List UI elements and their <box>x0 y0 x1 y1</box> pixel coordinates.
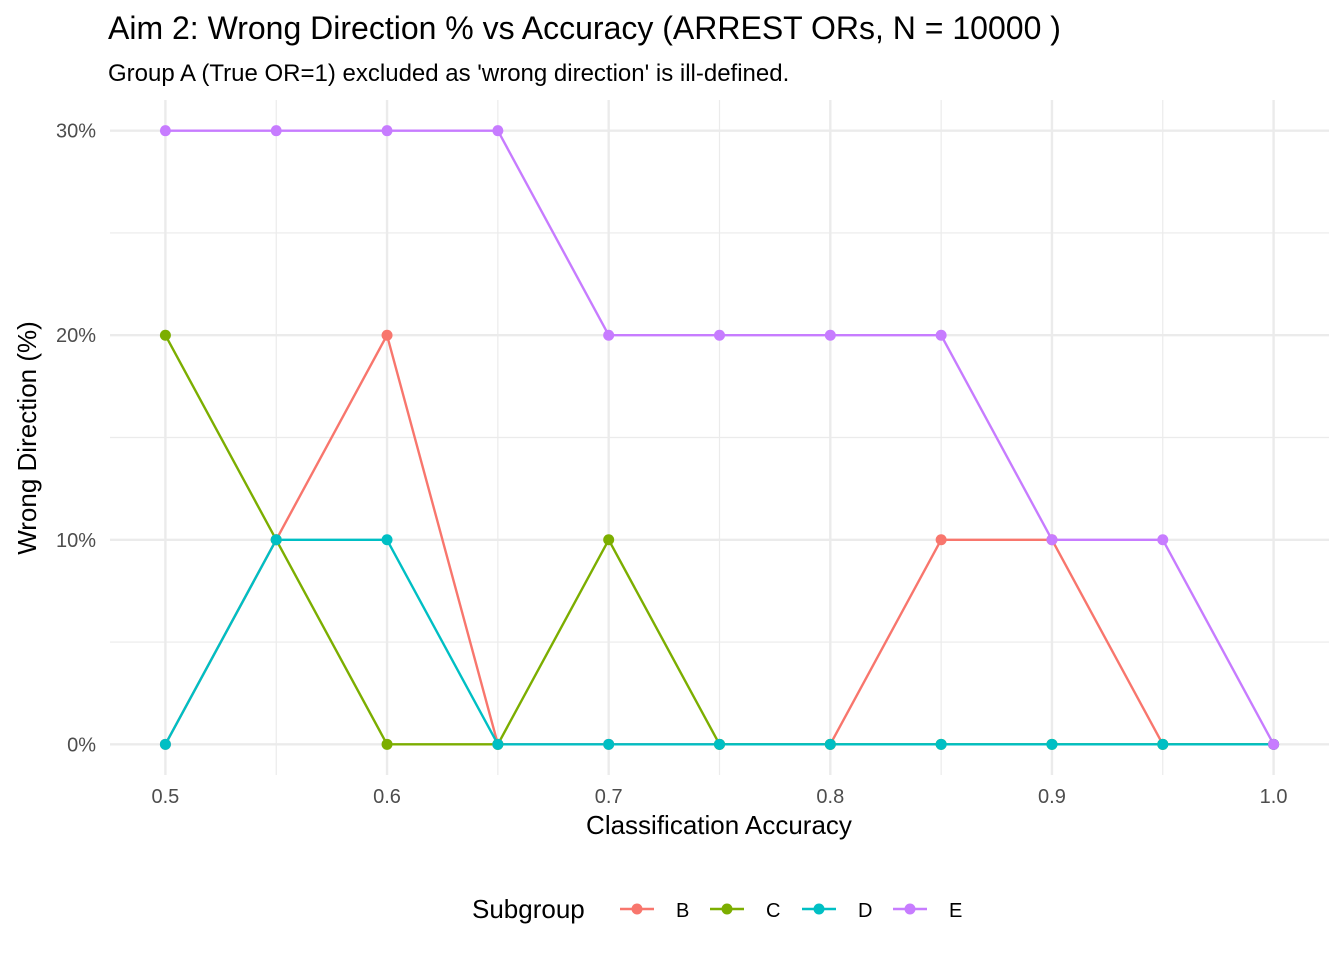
data-point-D <box>714 738 725 750</box>
x-axis-title: Classification Accuracy <box>586 810 852 840</box>
legend-key-point-E <box>904 903 916 915</box>
legend-title: Subgroup <box>472 894 585 924</box>
data-point-D <box>492 738 504 750</box>
y-axis-title: Wrong Direction (%) <box>12 321 42 555</box>
data-point-D <box>824 738 836 750</box>
data-point-C <box>159 329 171 341</box>
legend-label-E: E <box>949 900 962 922</box>
chart-title: Aim 2: Wrong Direction % vs Accuracy (AR… <box>108 10 1061 46</box>
data-point-E <box>381 125 393 137</box>
y-tick-label: 0% <box>67 734 96 756</box>
legend-key-point-C <box>721 903 733 915</box>
data-point-D <box>381 534 393 546</box>
data-point-E <box>492 125 504 137</box>
legend-label-B: B <box>676 900 689 922</box>
series-points <box>159 125 1280 750</box>
data-point-C <box>381 738 393 750</box>
data-point-D <box>159 738 171 750</box>
legend-label-D: D <box>858 900 872 922</box>
legend-label-C: C <box>766 900 780 922</box>
data-point-E <box>714 329 725 341</box>
data-point-E <box>1268 738 1280 750</box>
x-tick-label: 0.7 <box>595 786 623 808</box>
data-point-B <box>381 329 393 341</box>
data-point-E <box>935 329 947 341</box>
y-axis-ticks: 0% 10% 20% 30% <box>56 121 96 757</box>
data-point-E <box>1157 534 1169 546</box>
x-tick-label: 1.0 <box>1260 786 1288 808</box>
y-tick-label: 30% <box>56 121 96 143</box>
legend-key-point-B <box>631 903 643 915</box>
data-point-E <box>159 125 171 137</box>
data-point-D <box>935 738 947 750</box>
x-tick-label: 0.8 <box>816 786 844 808</box>
x-tick-label: 0.9 <box>1038 786 1066 808</box>
data-point-D <box>270 534 282 546</box>
y-tick-label: 10% <box>56 530 96 552</box>
data-point-D <box>1157 738 1169 750</box>
x-axis-ticks: 0.5 0.6 0.7 0.8 0.9 1.0 <box>152 786 1288 808</box>
data-point-D <box>603 738 615 750</box>
data-point-D <box>1046 738 1058 750</box>
data-point-C <box>603 534 615 546</box>
data-point-E <box>1046 534 1058 546</box>
legend: Subgroup B C D E <box>472 894 962 924</box>
x-tick-label: 0.6 <box>373 786 401 808</box>
legend-key-point-D <box>813 903 825 915</box>
data-point-E <box>603 329 615 341</box>
data-point-B <box>935 534 947 546</box>
x-tick-label: 0.5 <box>152 786 180 808</box>
data-point-E <box>270 125 282 137</box>
data-point-E <box>824 329 836 341</box>
minor-gridlines <box>110 100 1329 775</box>
chart-subtitle: Group A (True OR=1) excluded as 'wrong d… <box>108 60 790 87</box>
y-tick-label: 20% <box>56 325 96 347</box>
